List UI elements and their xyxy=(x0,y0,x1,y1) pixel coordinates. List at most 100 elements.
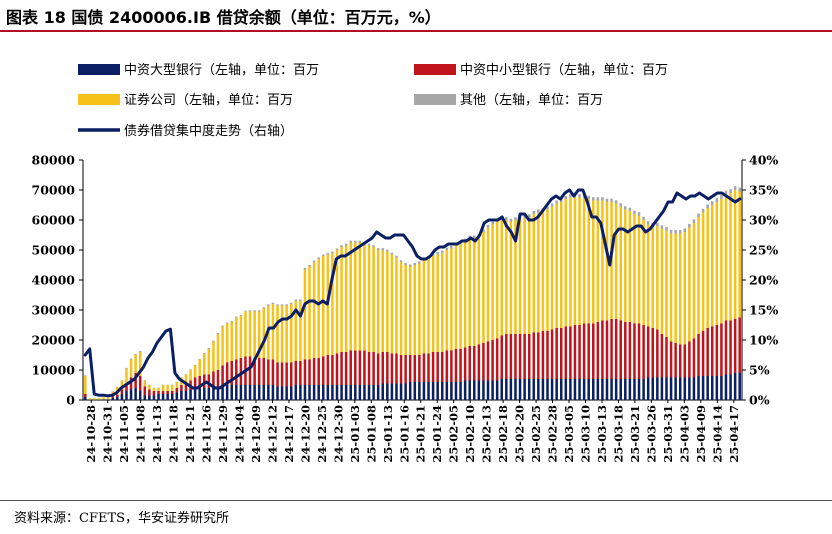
bar-segment-other xyxy=(408,264,412,267)
bar-segment-big-bank xyxy=(157,394,160,400)
bar-segment-big-bank xyxy=(486,380,490,400)
bar-segment-securities xyxy=(537,212,540,333)
bar-segment-small-bank xyxy=(203,374,206,388)
bar-segment-small-bank xyxy=(555,328,558,379)
bar-segment-securities xyxy=(463,241,467,348)
bar-segment-small-bank xyxy=(527,334,531,379)
bar-segment-small-bank xyxy=(459,349,462,382)
bar-segment-small-bank xyxy=(692,338,696,378)
bar-segment-big-bank xyxy=(175,392,179,400)
bar-segment-small-bank xyxy=(482,343,485,381)
bar-segment-securities xyxy=(559,202,563,328)
bar-segment-small-bank xyxy=(619,320,622,379)
bar-segment-small-bank xyxy=(138,376,142,391)
bar-segment-big-bank xyxy=(628,379,632,400)
bar-segment-securities xyxy=(317,259,320,358)
y-axis-left: 80000 70000 60000 50000 40000 30000 20000 10000… xyxy=(32,153,83,408)
bar-segment-other xyxy=(642,216,645,220)
bar-segment-big-bank xyxy=(230,385,233,400)
bar-segment-other xyxy=(225,322,229,324)
bar-segment-small-bank xyxy=(239,358,243,385)
x-tick-label: 24-11-13 xyxy=(150,405,164,463)
bar-segment-big-bank xyxy=(134,388,137,400)
bar-segment-securities xyxy=(244,311,247,357)
bar-segment-small-bank xyxy=(303,359,307,385)
bar-segment-small-bank xyxy=(720,323,723,376)
bar-segment-small-bank xyxy=(473,346,476,381)
bar-segment-other xyxy=(386,249,389,252)
bar-segment-securities xyxy=(505,220,508,334)
bar-segment-securities xyxy=(349,242,352,351)
bar-segment-small-bank xyxy=(335,353,339,385)
bar-segment-securities xyxy=(642,220,645,325)
bar-segment-big-bank xyxy=(651,377,655,400)
bar-segment-other xyxy=(559,199,563,202)
bar-segment-securities xyxy=(207,349,211,375)
bar-segment-small-bank xyxy=(601,320,604,379)
bar-segment-other xyxy=(569,194,572,198)
bar-segment-small-bank xyxy=(729,320,732,375)
bar-segment-securities xyxy=(175,382,179,388)
bar-segment-big-bank xyxy=(697,376,700,400)
bar-segment-big-bank xyxy=(207,388,211,400)
bar-segment-securities xyxy=(431,256,435,352)
bar-segment-big-bank xyxy=(473,380,476,400)
bar-segment-big-bank xyxy=(637,379,641,400)
bar-segment-big-bank xyxy=(285,386,288,400)
bar-segment-big-bank xyxy=(678,377,682,400)
bar-segment-small-bank xyxy=(486,341,490,381)
bar-segment-small-bank xyxy=(445,350,449,382)
bar-segment-securities xyxy=(225,323,229,363)
bar-segment-securities xyxy=(665,230,668,337)
bar-segment-securities xyxy=(427,259,430,354)
bar-segment-big-bank xyxy=(363,385,366,400)
bar-segment-small-bank xyxy=(129,377,133,390)
bar-segment-securities xyxy=(294,301,298,361)
bar-segment-other xyxy=(404,262,407,265)
bar-segment-small-bank xyxy=(253,358,256,385)
y-tick-label-right: 10% xyxy=(749,333,778,348)
bar-segment-big-bank xyxy=(308,385,311,400)
bar-segment-securities xyxy=(216,334,220,370)
bar-segment-big-bank xyxy=(454,382,458,400)
y-tick-label-right: 25% xyxy=(749,243,778,258)
bar-segment-other xyxy=(445,247,449,250)
bar-segment-big-bank xyxy=(262,385,266,400)
x-tick-label: 25-02-05 xyxy=(447,405,461,463)
bar-segment-big-bank xyxy=(257,385,261,400)
bar-segment-securities xyxy=(550,206,554,330)
bar-segment-securities xyxy=(697,217,700,334)
bar-segment-other xyxy=(678,229,682,234)
bar-segment-small-bank xyxy=(331,355,334,385)
bar-segment-big-bank xyxy=(408,382,412,400)
bar-segment-other xyxy=(376,248,380,250)
x-tick-label: 24-11-29 xyxy=(216,405,230,463)
bar-segment-big-bank xyxy=(468,380,471,400)
bar-segment-other xyxy=(633,210,636,214)
bar-segment-small-bank xyxy=(235,359,238,385)
bar-segment-big-bank xyxy=(550,379,554,400)
bar-segment-big-bank xyxy=(605,379,609,400)
x-tick-label: 25-04-17 xyxy=(727,405,741,463)
bar-segment-securities xyxy=(203,353,206,375)
bar-segment-small-bank xyxy=(257,358,261,385)
bar-segment-other xyxy=(289,302,293,304)
bar-segment-securities xyxy=(198,359,201,376)
bar-segment-securities xyxy=(555,203,558,328)
bar-segment-securities xyxy=(473,238,476,346)
bar-segment-big-bank xyxy=(148,395,151,400)
bar-segment-small-bank xyxy=(216,370,220,387)
bar-segment-securities xyxy=(303,269,307,360)
x-tick-label: 25-03-05 xyxy=(562,405,576,463)
bar-segment-small-bank xyxy=(651,328,655,378)
bar-segment-big-bank xyxy=(559,379,563,400)
bar-segment-big-bank xyxy=(518,379,522,400)
bar-segment-small-bank xyxy=(710,326,714,376)
bar-segment-small-bank xyxy=(294,361,298,385)
bar-segment-big-bank xyxy=(541,379,545,400)
bar-segment-other xyxy=(138,351,142,352)
bar-segment-small-bank xyxy=(125,383,128,391)
bar-segment-other xyxy=(257,310,261,312)
bar-segment-other xyxy=(253,310,256,312)
bar-segment-other xyxy=(486,224,490,228)
